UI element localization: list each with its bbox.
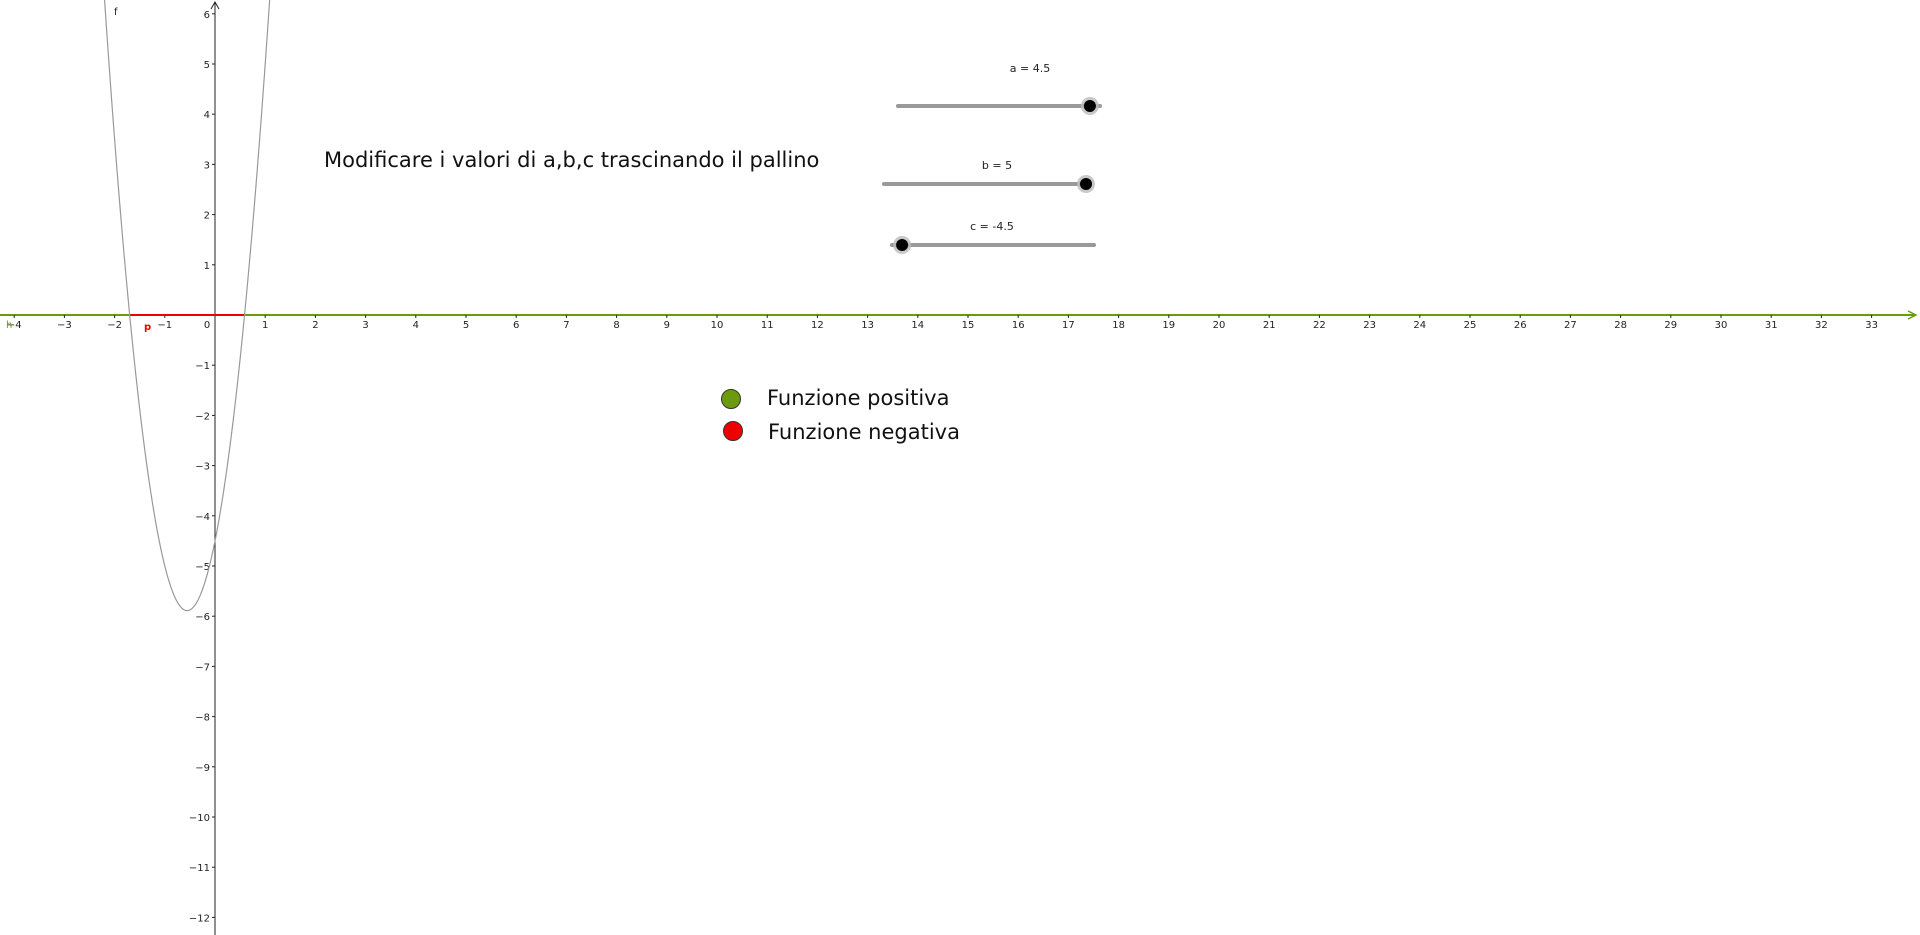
x-tick-label: 9 — [664, 320, 670, 331]
x-tick-label: 30 — [1715, 320, 1728, 331]
x-tick-label: 11 — [761, 320, 774, 331]
positive-legend-label: Funzione positiva — [767, 386, 950, 410]
y-tick-label: −3 — [195, 462, 210, 473]
negative-legend-label: Funzione negativa — [768, 420, 960, 444]
x-tick-label: 3 — [362, 320, 368, 331]
slider-a-label: a = 4.5 — [1010, 62, 1050, 75]
x-tick-label: 7 — [563, 320, 569, 331]
x-axis-arrow — [1907, 310, 1918, 320]
x-tick-label: 28 — [1614, 320, 1627, 331]
x-tick-label: 25 — [1464, 320, 1477, 331]
sliders[interactable]: a = 4.5 b = 5 c = -4.5 — [882, 62, 1102, 254]
x-tick-label: 19 — [1162, 320, 1175, 331]
x-tick-label: 23 — [1363, 320, 1376, 331]
x-tick-label: −3 — [57, 320, 72, 331]
x-tick-label: 29 — [1664, 320, 1677, 331]
y-tick-label: −8 — [195, 713, 210, 724]
x-tick-label: 16 — [1012, 320, 1025, 331]
y-axis-arrow — [210, 0, 220, 10]
x-tick-label: 18 — [1112, 320, 1125, 331]
y-tick-label: 4 — [204, 110, 210, 121]
x-tick-label: 31 — [1765, 320, 1778, 331]
function-curve[interactable]: f — [93, 0, 282, 612]
x-tick-label: 12 — [811, 320, 824, 331]
x-axis: −4 −3 −2 −1 0 1 2 3 4 5 6 7 8 9 10 11 12 13 14 15 16 17 18 19 20… — [0, 310, 1918, 331]
y-tick-label: −9 — [195, 763, 210, 774]
x-tick-label: 21 — [1263, 320, 1276, 331]
y-tick-label: −2 — [195, 411, 210, 422]
y-tick-label: 3 — [204, 160, 210, 171]
y-tick-label: −1 — [195, 361, 210, 372]
y-tick-label: 5 — [204, 60, 210, 71]
x-tick-label: 6 — [513, 320, 519, 331]
parabola-curve[interactable] — [93, 0, 282, 612]
x-tick-label: 14 — [911, 320, 924, 331]
slider-a[interactable]: a = 4.5 — [896, 62, 1102, 115]
x-tick-label: 0 — [204, 320, 210, 331]
y-tick-label: −6 — [195, 612, 210, 623]
y-tick-label: −12 — [189, 913, 210, 924]
x-tick-label: 27 — [1564, 320, 1577, 331]
x-tick-label: 8 — [613, 320, 619, 331]
negative-legend-dot — [723, 421, 743, 441]
x-tick-label: 17 — [1062, 320, 1075, 331]
x-tick-label: −1 — [157, 320, 172, 331]
positive-legend-dot — [721, 389, 741, 409]
slider-b-label: b = 5 — [982, 159, 1012, 172]
y-tick-label: 2 — [204, 211, 210, 222]
y-tick-label: 6 — [204, 10, 210, 21]
y-tick-label: −5 — [195, 562, 210, 573]
y-tick-label: −11 — [189, 863, 210, 874]
y-tick-label: 1 — [204, 261, 210, 272]
slider-a-knob[interactable] — [1083, 100, 1096, 112]
slider-c-knob[interactable] — [896, 239, 909, 251]
y-tick-label: −7 — [195, 662, 210, 673]
function-label: f — [114, 7, 118, 18]
negative-set-label: p — [144, 322, 151, 333]
x-tick-label: 24 — [1413, 320, 1426, 331]
x-tick-label: 1 — [262, 320, 268, 331]
x-tick-label: −4 — [7, 320, 22, 331]
y-tick-label: −4 — [195, 512, 210, 523]
y-axis: 6 5 4 3 2 1 −1 −2 −3 −4 −5 −6 −7 −8 −9 −10 −11 −12 — [189, 0, 220, 935]
x-tick-label: 15 — [962, 320, 975, 331]
instruction-text: Modificare i valori di a,b,c trascinando… — [324, 148, 820, 172]
x-tick-label: 4 — [413, 320, 419, 331]
x-tick-label: 33 — [1865, 320, 1878, 331]
positive-set-label: h — [6, 320, 12, 331]
x-tick-label: 26 — [1514, 320, 1527, 331]
sign-sets: ph — [6, 314, 245, 333]
x-tick-label: 10 — [711, 320, 724, 331]
slider-b[interactable]: b = 5 — [882, 159, 1095, 193]
x-tick-label: 2 — [312, 320, 318, 331]
x-tick-label: −2 — [107, 320, 122, 331]
x-tick-label: 32 — [1815, 320, 1828, 331]
x-tick-label: 5 — [463, 320, 469, 331]
x-tick-label: 13 — [861, 320, 874, 331]
slider-c[interactable]: c = -4.5 — [890, 220, 1096, 254]
x-tick-label: 22 — [1313, 320, 1326, 331]
y-tick-label: −10 — [189, 813, 210, 824]
slider-c-label: c = -4.5 — [970, 220, 1014, 233]
slider-b-knob[interactable] — [1080, 178, 1092, 190]
x-tick-label: 20 — [1213, 320, 1226, 331]
